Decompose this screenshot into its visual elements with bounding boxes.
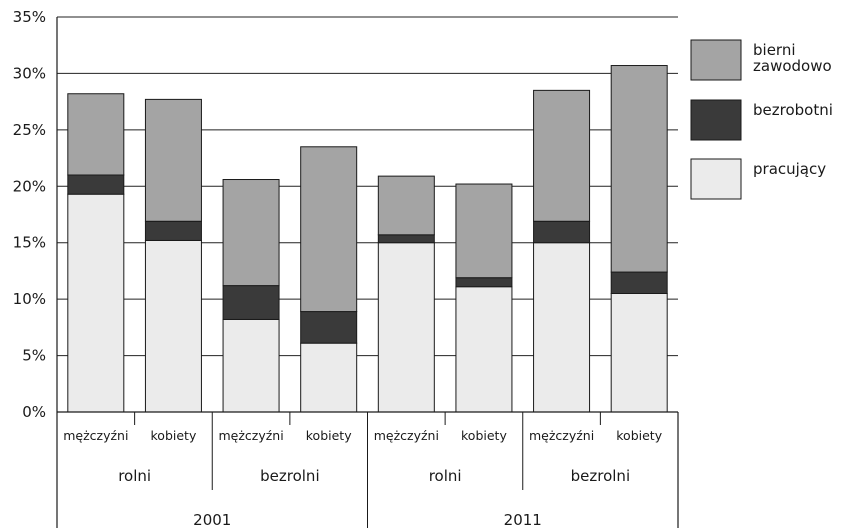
bars (67, 65, 668, 413)
y-tick-label: 10% (13, 290, 46, 308)
x-group-label: bezrolni (571, 467, 630, 485)
legend-label: bierni (753, 41, 796, 59)
legend-label: bezrobotni (753, 101, 833, 119)
y-tick-label: 35% (13, 8, 46, 26)
bar-segment (533, 242, 591, 413)
x-axis-labels: mężczyźni kobiety mężczyźni kobiety mężczyźn… (63, 428, 663, 529)
bar-segment (144, 98, 202, 222)
x-category-label: kobiety (616, 428, 662, 443)
bar-segment (377, 234, 435, 244)
bar-segment (300, 146, 358, 313)
x-category-label: mężczyźni (374, 428, 439, 443)
bar-segment (222, 285, 280, 320)
bar-segment (377, 242, 435, 413)
bar-segment (67, 174, 125, 195)
x-year-label: 2011 (504, 511, 542, 529)
bar-segment (67, 193, 125, 413)
y-axis-ticks: 0% 5% 10% 15% 20% 25% 30% 35% (13, 8, 46, 421)
y-tick-label: 25% (13, 121, 46, 139)
x-category-label: kobiety (306, 428, 352, 443)
x-category-label: kobiety (461, 428, 507, 443)
y-tick-label: 30% (13, 64, 46, 82)
bar-segment (300, 311, 358, 344)
bar-segment (533, 220, 591, 244)
y-tick-label: 0% (22, 403, 46, 421)
bar-segment (455, 277, 513, 288)
x-category-label: mężczyźni (529, 428, 594, 443)
bar-segment (300, 342, 358, 413)
bar-segment (610, 65, 668, 273)
bar-segment (610, 293, 668, 413)
bar-segment (533, 89, 591, 222)
legend-label: pracujący (753, 160, 826, 178)
y-tick-label: 5% (22, 347, 46, 365)
bar-segment (610, 271, 668, 294)
bar-segment (377, 175, 435, 236)
bar-segment (67, 93, 125, 176)
y-tick-label: 20% (13, 177, 46, 195)
x-category-label: mężczyźni (63, 428, 128, 443)
axes (56, 17, 679, 528)
x-group-label: bezrolni (260, 467, 319, 485)
x-group-label: rolni (429, 467, 462, 485)
bar-segment (455, 286, 513, 413)
x-year-label: 2001 (193, 511, 231, 529)
bar-segment (222, 179, 280, 287)
legend-label: zawodowo (753, 57, 832, 75)
x-category-label: kobiety (151, 428, 197, 443)
bar-segment (222, 318, 280, 413)
legend-swatch (690, 39, 742, 81)
x-category-label: mężczyźni (218, 428, 283, 443)
bar-segment (144, 239, 202, 413)
bar-segment (455, 183, 513, 279)
bar-segment (144, 220, 202, 241)
x-group-label: rolni (118, 467, 151, 485)
y-tick-label: 15% (13, 234, 46, 252)
legend-swatch (690, 158, 742, 200)
legend-swatch (690, 99, 742, 141)
